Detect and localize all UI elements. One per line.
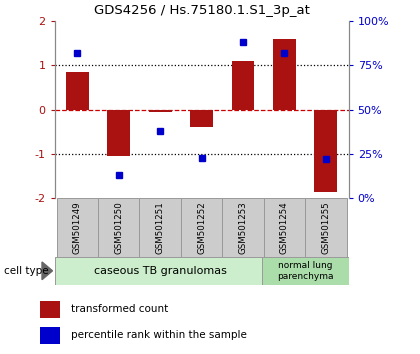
FancyBboxPatch shape <box>55 257 266 285</box>
Text: percentile rank within the sample: percentile rank within the sample <box>71 330 247 340</box>
Bar <box>231 61 255 110</box>
Text: GSM501253: GSM501253 <box>239 201 247 254</box>
Text: GSM501251: GSM501251 <box>156 201 165 254</box>
Text: GSM501254: GSM501254 <box>280 201 289 254</box>
FancyBboxPatch shape <box>57 198 98 257</box>
FancyBboxPatch shape <box>98 198 139 257</box>
Bar <box>190 110 213 127</box>
Polygon shape <box>42 262 52 280</box>
Text: GSM501250: GSM501250 <box>114 201 123 254</box>
FancyBboxPatch shape <box>305 198 346 257</box>
Bar <box>40 327 60 344</box>
Text: GSM501249: GSM501249 <box>73 201 82 254</box>
Bar <box>149 110 172 112</box>
Text: cell type: cell type <box>4 266 49 276</box>
Title: GDS4256 / Hs.75180.1.S1_3p_at: GDS4256 / Hs.75180.1.S1_3p_at <box>94 4 310 17</box>
Bar <box>315 110 337 192</box>
Text: caseous TB granulomas: caseous TB granulomas <box>94 266 227 276</box>
Bar <box>273 39 296 110</box>
FancyBboxPatch shape <box>222 198 264 257</box>
Bar <box>108 110 130 156</box>
FancyBboxPatch shape <box>264 198 305 257</box>
Text: normal lung
parenchyma: normal lung parenchyma <box>277 261 333 280</box>
FancyBboxPatch shape <box>262 257 349 285</box>
Text: GSM501255: GSM501255 <box>321 201 330 254</box>
Text: GSM501252: GSM501252 <box>197 201 206 254</box>
FancyBboxPatch shape <box>181 198 222 257</box>
Bar <box>66 72 89 110</box>
FancyBboxPatch shape <box>139 198 181 257</box>
Bar <box>40 301 60 318</box>
Text: transformed count: transformed count <box>71 304 168 314</box>
